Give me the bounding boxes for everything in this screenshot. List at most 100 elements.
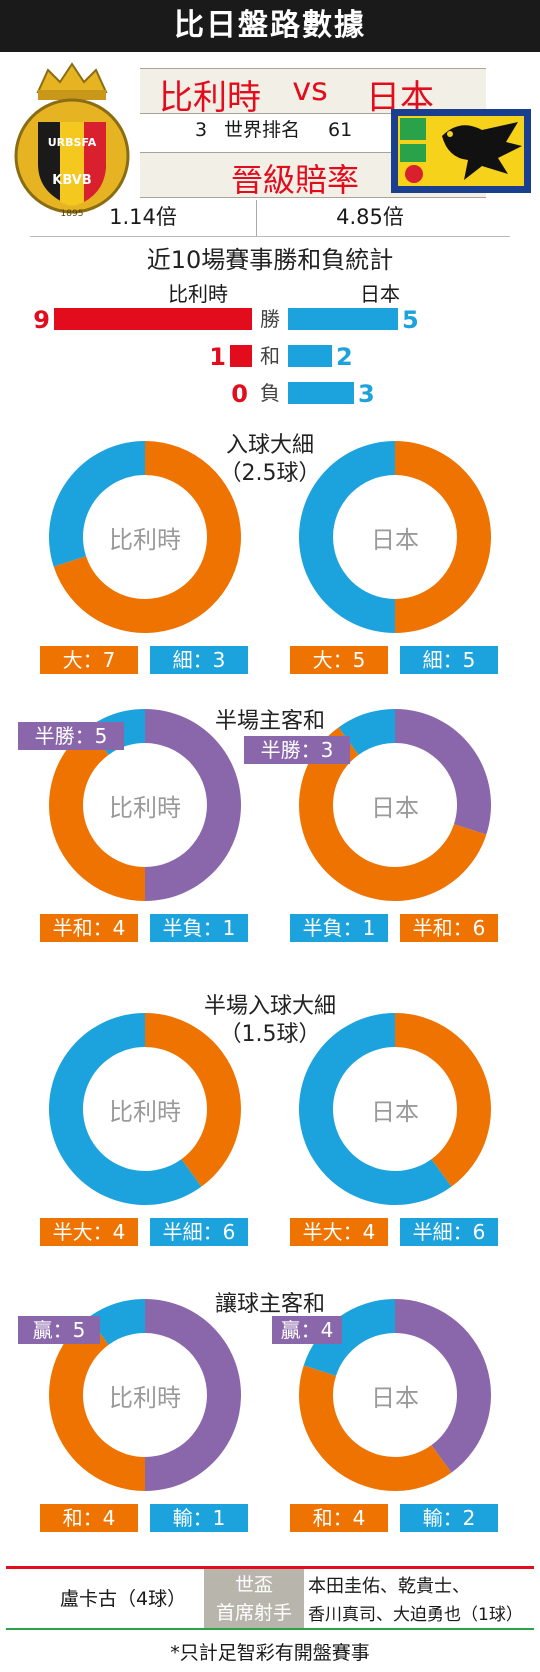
- record-title: 近10場賽事勝和負統計: [146, 246, 394, 274]
- donut-slice-半勝: [145, 709, 241, 901]
- scorer-label-line2: 首席射手: [215, 1602, 292, 1624]
- odds-b: 4.85倍: [336, 205, 404, 229]
- record-value-b: 5: [402, 306, 419, 334]
- japan-fa-logo: [391, 109, 531, 193]
- half-goals-box: 半細：6: [150, 1218, 248, 1246]
- scorer-a: 盧卡古（4球）: [60, 1588, 187, 1610]
- record-value-a: 1: [209, 343, 226, 371]
- donut-center-label: 比利時: [109, 794, 181, 822]
- record-bar-b: [288, 308, 398, 330]
- footnote: *只計足智彩有開盤賽事: [170, 1642, 370, 1664]
- half-goals-title: 半場入球大細: [203, 994, 336, 1019]
- record-bar-b: [288, 345, 332, 367]
- handicap-win-tag-b: 贏：4: [272, 1316, 342, 1344]
- donut-slice-贏: [145, 1299, 241, 1491]
- half-donut-b: [299, 709, 491, 901]
- half-box: 半負：1: [150, 914, 248, 942]
- handicap-box: 輸：2: [400, 1504, 498, 1532]
- handicap-win-tag-a: 贏：5: [18, 1316, 100, 1344]
- donut-slice-細: [299, 441, 395, 633]
- crest-text-bottom: KBVB: [52, 173, 91, 188]
- donut-slice-輸: [303, 1299, 395, 1376]
- goals-donut-b: [299, 441, 491, 633]
- goals-box: 細：3: [150, 646, 248, 674]
- goals-donut-a: [48, 441, 241, 633]
- record-bar-a: [230, 345, 252, 367]
- donut-center-label: 日本: [371, 794, 419, 822]
- donut-center-label: 比利時: [109, 1384, 181, 1412]
- crest-text-top: URBSFA: [48, 136, 97, 149]
- record-row-label: 負: [260, 381, 280, 405]
- record-team-b: 日本: [360, 282, 400, 306]
- donut-slice-和: [299, 1365, 452, 1491]
- donut-center-label: 日本: [371, 526, 419, 554]
- half-goals-donut-a: [48, 1013, 241, 1205]
- goals-title: 入球大細: [225, 433, 314, 458]
- donut-center-label: 比利時: [109, 1098, 181, 1126]
- odds-divider: [256, 200, 257, 236]
- goals-box: 細：5: [400, 646, 498, 674]
- scorer-label-line1: 世盃: [234, 1574, 273, 1596]
- belgium-crest-logo: URBSFA KBVB 1895: [14, 62, 130, 219]
- donut-center-label: 日本: [371, 1098, 419, 1126]
- record-bar-chart: 勝 9 5 和 1 2 負0 3: [33, 306, 419, 408]
- record-row-label: 勝: [260, 307, 280, 331]
- donut-slice-和: [49, 1317, 145, 1491]
- half-win-tag-b: 半勝：3: [244, 736, 350, 764]
- scorer-label-box: 世盃 首席射手: [204, 1569, 304, 1628]
- scorers-bottom-rule: [6, 1628, 534, 1630]
- record-row-label: 和: [260, 344, 280, 368]
- handicap-box: 和：4: [40, 1504, 138, 1532]
- odds-title: 晉級賠率: [230, 161, 359, 199]
- record-bar-b: [288, 382, 354, 404]
- goals-subtitle: （2.5球）: [219, 461, 321, 486]
- donut-slice-贏: [395, 1299, 491, 1473]
- scorer-b-line2: 香川真司、大迫勇也（1球）: [308, 1605, 523, 1625]
- half-goals-box: 半大：4: [290, 1218, 388, 1246]
- scorer-b-line1: 本田圭佑、乾貴士、: [308, 1576, 470, 1597]
- goals-box: 大：5: [290, 646, 388, 674]
- record-value-a: 9: [33, 306, 50, 334]
- donut-slice-半大: [395, 1013, 491, 1187]
- donut-slice-大: [395, 441, 491, 633]
- handicap-donut-a: [49, 1299, 241, 1491]
- rank-a: 3: [195, 119, 208, 141]
- rank-label: 世界排名: [224, 119, 301, 141]
- donut-center-label: 比利時: [109, 526, 181, 554]
- goals-box: 大：7: [40, 646, 138, 674]
- donut-slice-半細: [299, 1013, 452, 1205]
- donut-slice-大: [53, 441, 241, 633]
- vs-label: vs: [292, 70, 328, 108]
- half-box: 半和：6: [400, 914, 498, 942]
- donut-slice-細: [48, 441, 145, 567]
- half-box: 半負：1: [290, 914, 388, 942]
- rank-b: 61: [328, 119, 353, 141]
- half-goals-subtitle: （1.5球）: [219, 1022, 321, 1047]
- donut-slice-半勝: [395, 709, 491, 835]
- half-goals-donut-b: [299, 1013, 491, 1205]
- record-value-b: 2: [336, 343, 353, 371]
- handicap-donut-b: [299, 1299, 491, 1491]
- page-title: 比日盤路數據: [0, 0, 540, 52]
- donut-slice-半負: [338, 709, 395, 755]
- scorers-top-rule: [6, 1566, 534, 1569]
- handicap-box: 和：4: [290, 1504, 388, 1532]
- donut-slice-輸: [88, 1299, 145, 1345]
- teams-strip: [140, 68, 486, 114]
- record-value-a: 0: [231, 380, 248, 408]
- donut-slice-半和: [49, 727, 145, 901]
- record-team-a: 比利時: [168, 282, 228, 306]
- donut-slice-半和: [299, 727, 487, 901]
- donut-slice-半大: [145, 1013, 241, 1187]
- record-value-b: 3: [358, 380, 375, 408]
- crest-year: 1895: [61, 209, 84, 219]
- odds-row: 1.14倍 4.85倍: [30, 200, 510, 237]
- rank-row: 3 世界排名 61: [140, 112, 390, 148]
- half-goals-box: 半大：4: [40, 1218, 138, 1246]
- donut-slice-半細: [48, 1013, 202, 1205]
- half-goals-box: 半細：6: [400, 1218, 498, 1246]
- half-box: 半和：4: [40, 914, 138, 942]
- handicap-title: 讓球主客和: [214, 1292, 325, 1317]
- half-win-tag-a: 半勝：5: [18, 722, 124, 750]
- record-bar-a: [54, 308, 252, 330]
